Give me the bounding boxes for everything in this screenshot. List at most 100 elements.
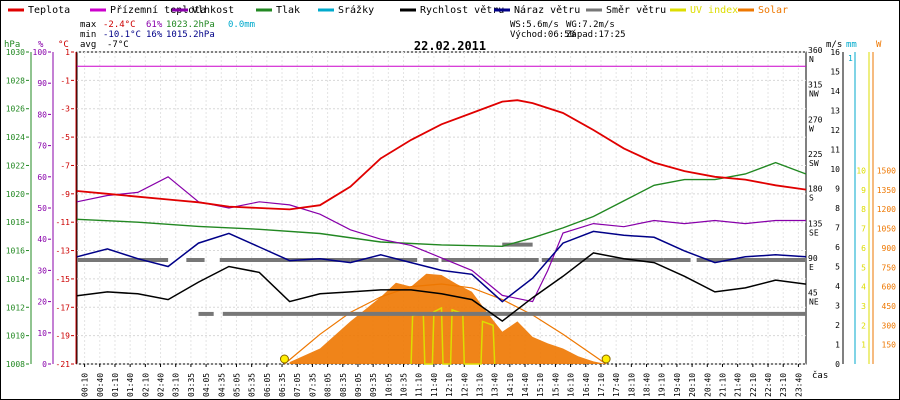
legend-label-naraz-vetru: Náraz větru xyxy=(514,4,580,16)
x-tick-label: 06:05 xyxy=(263,373,272,397)
hpa-axis-tick-label: 1026 xyxy=(6,105,25,114)
x-tick-label: 10:05 xyxy=(384,373,393,397)
dir-axis-deg: 135 xyxy=(808,219,823,228)
x-tick-label: 06:35 xyxy=(278,373,287,397)
legend-label-vlhkost: Vlhkost xyxy=(192,5,234,16)
temp-axis-tick-label: 1 xyxy=(65,48,70,57)
dir-axis-deg: 270 xyxy=(808,115,823,124)
legend-item-teplota: Teplota xyxy=(8,5,70,16)
x-tick-label: 23:10 xyxy=(779,373,788,397)
uv-line xyxy=(410,306,496,365)
dir-axis-deg: 360 xyxy=(808,46,823,55)
pressure-line xyxy=(76,161,807,248)
ms-unit-label: m/s xyxy=(826,40,842,50)
ms-axis-tick-label: 13 xyxy=(830,107,840,116)
legend-item-solar: Solar xyxy=(738,5,788,16)
hpa-axis-tick-label: 1008 xyxy=(6,360,25,369)
stats-max-temp: -2.4°C xyxy=(103,20,136,30)
stats-wind-speed: WS:5.6m/s xyxy=(510,20,559,30)
x-tick-label: 19:40 xyxy=(673,373,682,397)
dir-axis-letter: NW xyxy=(809,90,819,99)
ms-axis-tick-label: 15 xyxy=(830,68,840,77)
legend-item-rychlost-vetru: Rychlost větru xyxy=(400,4,504,16)
temperature-line xyxy=(76,99,807,211)
dir-axis-letter: N xyxy=(809,55,814,64)
pct-unit-label: % xyxy=(38,40,44,50)
x-tick-label: 13:10 xyxy=(475,373,484,397)
uv-axis-tick-label: 8 xyxy=(861,205,866,214)
pct-axis-tick-label: 90 xyxy=(37,79,47,88)
w-axis-tick-label: 300 xyxy=(882,321,897,330)
wind-speed-line xyxy=(76,252,807,323)
x-axis-label: čas xyxy=(812,370,828,381)
pct-axis-tick-label: 40 xyxy=(37,235,47,244)
pct-axis-tick-label: 50 xyxy=(37,204,47,213)
hpa-axis-tick-label: 1028 xyxy=(6,76,25,85)
temp-axis-tick-label: -17 xyxy=(56,303,71,312)
x-tick-label: 07:05 xyxy=(293,373,302,397)
x-tick-label: 03:35 xyxy=(187,373,196,397)
mm-unit-label: mm xyxy=(846,40,857,50)
stats-block: max -2.4°C 61% 1023.2hPa 0.0mm min -10.1… xyxy=(80,20,626,50)
dir-axis-deg: 180 xyxy=(808,185,823,194)
ms-axis-tick-label: 6 xyxy=(835,243,840,252)
w-axis-tick-label: 600 xyxy=(882,283,897,292)
legend-label-teplota: Teplota xyxy=(28,5,70,16)
legend-item-tlak: Tlak xyxy=(256,5,300,16)
legend-label-prizemni-teplota: Přízemní teplota xyxy=(110,4,206,16)
x-tick-label: 20:10 xyxy=(688,373,697,397)
x-tick-label: 16:40 xyxy=(582,373,591,397)
mm-axis-tick-label: 1 xyxy=(848,54,853,63)
x-tick-label: 20:40 xyxy=(703,373,712,397)
x-axis: 00:10 00:40 01:10 01:40 02:10 02:40 03:10 03:35… xyxy=(81,364,803,397)
legend-label-smer-vetru: Směr větru xyxy=(606,4,666,16)
legend-label-tlak: Tlak xyxy=(276,5,300,16)
solar-area xyxy=(289,273,607,364)
ms-axis-tick-label: 5 xyxy=(835,263,840,272)
legend-label-srazky: Srážky xyxy=(338,4,374,16)
legend-label-uv-index: UV index xyxy=(690,5,738,16)
x-tick-label: 14:10 xyxy=(506,373,515,397)
w-unit-label: W xyxy=(876,40,882,50)
x-tick-label: 14:40 xyxy=(521,373,530,397)
stats-max-label: max xyxy=(80,20,97,30)
x-tick-label: 15:10 xyxy=(536,373,545,397)
sunset-marker xyxy=(601,354,611,364)
chart-title: 22.02.2011 xyxy=(414,39,486,53)
uv-axis-tick-label: 2 xyxy=(861,321,866,330)
uv-axis-tick-label: 9 xyxy=(861,186,866,195)
legend-label-rychlost-vetru: Rychlost větru xyxy=(420,4,504,16)
x-tick-label: 04:05 xyxy=(202,373,211,397)
legend-item-uv-index: UV index xyxy=(670,5,738,16)
stats-min-press: 1015.2hPa xyxy=(166,30,215,40)
ms-axis-tick-label: 9 xyxy=(835,185,840,194)
hpa-axis-tick-label: 1022 xyxy=(6,161,25,170)
hpa-axis-tick-label: 1010 xyxy=(6,332,25,341)
ms-axis-tick-label: 12 xyxy=(830,126,840,135)
hpa-unit-label: hPa xyxy=(4,40,20,50)
hpa-axis-tick-label: 1012 xyxy=(6,303,25,312)
ms-axis-tick-label: 0 xyxy=(835,360,840,369)
ms-axis-tick-label: 8 xyxy=(835,204,840,213)
w-axis-tick-label: 1350 xyxy=(877,186,896,195)
legend-item-prizemni-teplota: Přízemní teplota xyxy=(90,4,206,16)
x-tick-label: 08:05 xyxy=(324,373,333,397)
dir-axis-deg: 225 xyxy=(808,150,823,159)
x-tick-label: 08:35 xyxy=(339,373,348,397)
pct-axis-tick-label: 60 xyxy=(37,173,47,182)
uv-axis-tick-label: 6 xyxy=(861,244,866,253)
x-tick-label: 19:10 xyxy=(658,373,667,397)
x-tick-label: 09:05 xyxy=(354,373,363,397)
x-tick-label: 15:40 xyxy=(551,373,560,397)
legend-item-vlhkost: Vlhkost xyxy=(172,5,234,16)
x-tick-label: 18:40 xyxy=(643,373,652,397)
w-axis-tick-label: 900 xyxy=(882,244,897,253)
x-tick-label: 11:40 xyxy=(430,373,439,397)
temp-axis-tick-label: -3 xyxy=(60,105,70,114)
dir-axis-letter: NE xyxy=(809,298,819,307)
dir-axis-letter: S xyxy=(809,194,814,203)
ms-axis-tick-label: 16 xyxy=(830,48,840,57)
legend-item-naraz-vetru: Náraz větru xyxy=(494,4,580,16)
dir-axis-letter: E xyxy=(809,263,814,272)
w-axis-tick-label: 150 xyxy=(882,341,897,350)
